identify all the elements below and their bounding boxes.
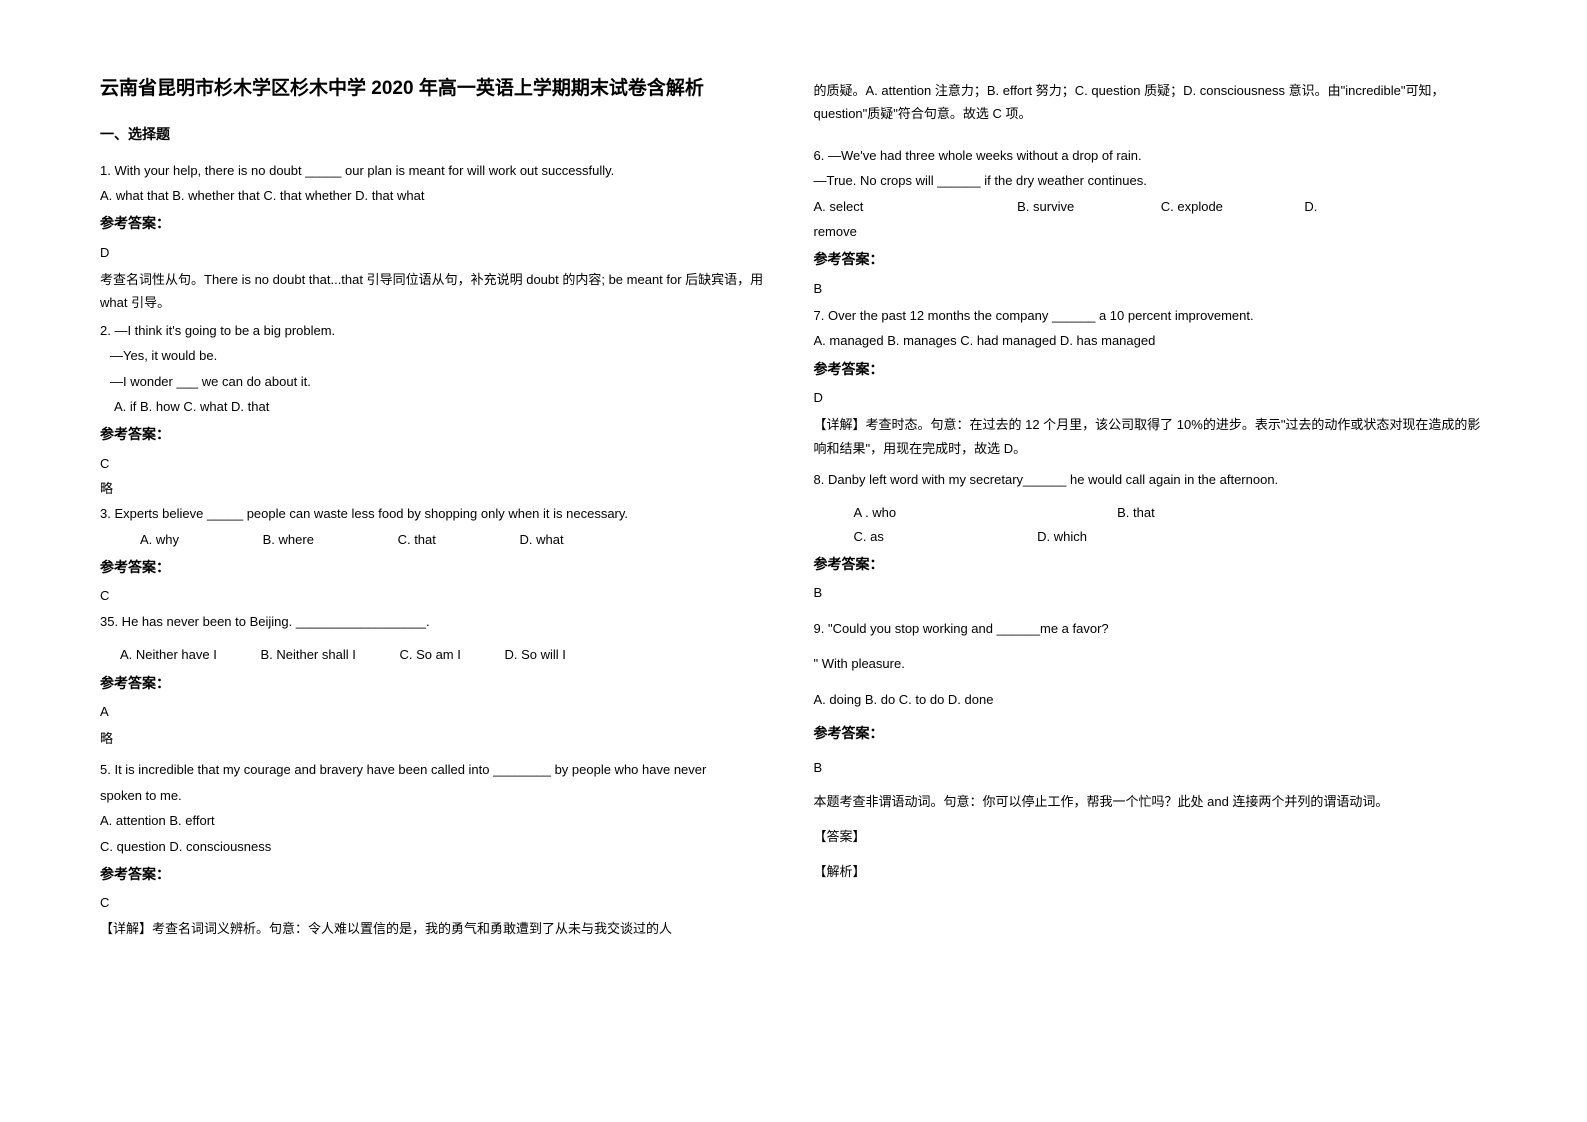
q7-answer-heading: 参考答案： (814, 357, 1488, 382)
q7-explanation: 【详解】考查时态。句意：在过去的 12 个月里，该公司取得了 10%的进步。表示… (814, 413, 1488, 460)
q9-analysis-tag: 【解析】 (814, 860, 1488, 883)
q35-options: A. Neither have I B. Neither shall I C. … (100, 643, 774, 666)
q5-explanation-p2: 的质疑。A. attention 注意力；B. effort 努力；C. que… (814, 79, 1488, 126)
q6-opt-d: D. (1304, 195, 1317, 218)
q6-line2: —True. No crops will ______ if the dry w… (814, 169, 1488, 192)
q35-opt-c: C. So am I (399, 643, 460, 666)
q9-explanation: 本题考查非谓语动词。句意：你可以停止工作，帮我一个忙吗？此处 and 连接两个并… (814, 790, 1488, 813)
q6-opt-c: C. explode (1161, 195, 1301, 218)
q35-answer: A (100, 700, 774, 723)
q1-answer: D (100, 241, 774, 264)
q3-opt-b: B. where (263, 528, 314, 551)
q5-explanation-p1: 【详解】考查名词词义辨析。句意：令人难以置信的是，我的勇气和勇敢遭到了从未与我交… (100, 917, 774, 940)
q2-answer: C (100, 452, 774, 475)
q6-opt-d2: remove (814, 220, 1488, 243)
q9-line2: " With pleasure. (814, 652, 1488, 675)
q5-answer: C (100, 891, 774, 914)
q6-opt-a: A. select (814, 195, 1014, 218)
q3-text: 3. Experts believe _____ people can wast… (100, 502, 774, 525)
q1-explanation: 考查名词性从句。There is no doubt that...that 引导… (100, 268, 774, 315)
q35-text: 35. He has never been to Beijing. ______… (100, 610, 774, 633)
q8-opt-c: C. as (854, 525, 934, 548)
q9-options: A. doing B. do C. to do D. done (814, 688, 1488, 711)
q1-options: A. what that B. whether that C. that whe… (100, 184, 774, 207)
left-column: 云南省昆明市杉木学区杉木中学 2020 年高一英语上学期期末试卷含解析 一、选择… (100, 75, 774, 1047)
q2-line1: 2. —I think it's going to be a big probl… (100, 319, 774, 342)
q8-answer-heading: 参考答案： (814, 552, 1488, 577)
q3-answer-heading: 参考答案： (100, 555, 774, 580)
q35-explanation: 略 (100, 727, 774, 750)
q5-line2: spoken to me. (100, 784, 774, 807)
q8-opt-d: D. which (1037, 529, 1087, 544)
q2-line3: —I wonder ___ we can do about it. (100, 370, 774, 393)
q3-options: A. why B. where C. that D. what (100, 528, 774, 551)
q35-opt-a: A. Neither have I (120, 643, 217, 666)
q5-line1: 5. It is incredible that my courage and … (100, 758, 774, 781)
q8-opt-a: A . who (854, 501, 1014, 524)
q2-options: A. if B. how C. what D. that (100, 395, 774, 418)
q2-explanation: 略 (100, 477, 774, 500)
q9-answer-heading: 参考答案： (814, 721, 1488, 746)
q8-answer: B (814, 581, 1488, 604)
q7-options: A. managed B. manages C. had managed D. … (814, 329, 1488, 352)
q8-text: 8. Danby left word with my secretary____… (814, 468, 1488, 491)
q6-options: A. select B. survive C. explode D. (814, 195, 1488, 218)
q9-answer-tag: 【答案】 (814, 825, 1488, 848)
q8-options: A . who B. that C. as D. which (814, 501, 1488, 548)
document-title: 云南省昆明市杉木学区杉木中学 2020 年高一英语上学期期末试卷含解析 (100, 75, 774, 104)
q6-answer: B (814, 277, 1488, 300)
q7-text: 7. Over the past 12 months the company _… (814, 304, 1488, 327)
q6-opt-b: B. survive (1017, 195, 1157, 218)
q8-opt-b: B. that (1117, 501, 1247, 524)
q3-answer: C (100, 584, 774, 607)
q3-opt-d: D. what (520, 528, 564, 551)
q9-line1: 9. "Could you stop working and ______me … (814, 617, 1488, 640)
q5-options1: A. attention B. effort (100, 809, 774, 832)
q35-answer-heading: 参考答案： (100, 671, 774, 696)
q6-line1: 6. —We've had three whole weeks without … (814, 144, 1488, 167)
q7-answer: D (814, 386, 1488, 409)
q5-answer-heading: 参考答案： (100, 862, 774, 887)
q6-answer-heading: 参考答案： (814, 247, 1488, 272)
q3-opt-a: A. why (140, 528, 179, 551)
q2-line2: —Yes, it would be. (100, 344, 774, 367)
q5-options2: C. question D. consciousness (100, 835, 774, 858)
q1-text: 1. With your help, there is no doubt ___… (100, 159, 774, 182)
q35-opt-d: D. So will I (505, 643, 566, 666)
right-column: 的质疑。A. attention 注意力；B. effort 努力；C. que… (814, 75, 1488, 1047)
q1-answer-heading: 参考答案： (100, 211, 774, 236)
q9-answer: B (814, 756, 1488, 779)
q3-opt-c: C. that (398, 528, 436, 551)
q35-opt-b: B. Neither shall I (260, 643, 355, 666)
q2-answer-heading: 参考答案： (100, 422, 774, 447)
section-heading: 一、选择题 (100, 122, 774, 147)
